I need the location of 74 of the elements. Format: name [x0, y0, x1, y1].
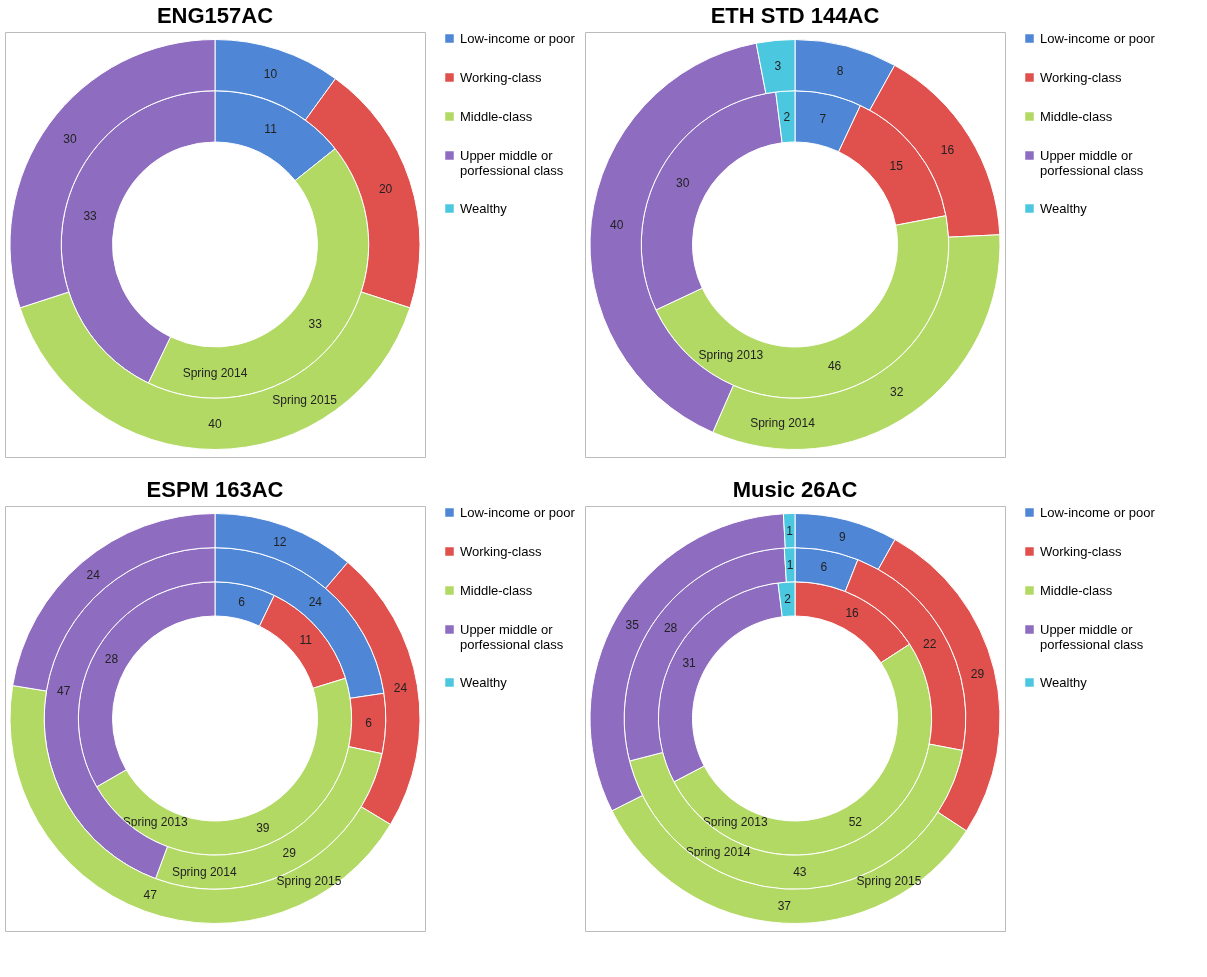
data-label: 16 [845, 606, 860, 621]
chart-title: ENG157AC [156, 3, 274, 28]
data-label: 24 [308, 595, 323, 610]
legend-label: Middle-class [460, 108, 533, 124]
data-label: 15 [889, 158, 904, 173]
chart-title: ETH STD 144AC [710, 3, 880, 28]
legend-label: Wealthy [1040, 674, 1088, 690]
data-label: 16 [940, 142, 955, 157]
data-label: 33 [83, 208, 98, 223]
data-label: 9 [839, 529, 847, 544]
data-label: 3 [774, 58, 782, 73]
data-label: 37 [777, 899, 792, 914]
legend-label: Wealthy [1040, 200, 1088, 216]
slice-label: Spring 2015 [856, 874, 922, 889]
data-label: 7 [819, 112, 827, 127]
data-label: 10 [263, 66, 278, 81]
data-label: 29 [970, 666, 985, 681]
legend-label: Wealthy [460, 200, 508, 216]
slice-label: Spring 2014 [750, 416, 816, 431]
slice-label: Spring 2014 [171, 864, 237, 879]
data-label: 43 [793, 865, 807, 880]
chart-title: ESPM 163AC [146, 477, 284, 502]
data-label: 46 [827, 359, 842, 374]
legend-label: Upper middle or porfessional class [460, 147, 564, 178]
data-label: 47 [56, 684, 71, 699]
data-label: 6 [365, 716, 373, 731]
data-label: 11 [299, 633, 313, 648]
data-label: 24 [393, 681, 408, 696]
legend-label: Upper middle or porfessional class [1040, 147, 1144, 178]
data-label: 1 [786, 557, 794, 572]
slice-label: Spring 2014 [182, 365, 248, 380]
legend-label: Low-income or poor [460, 30, 576, 46]
data-label: 52 [848, 814, 863, 829]
data-label: 22 [923, 637, 937, 652]
data-label: 40 [208, 416, 222, 431]
data-label: 40 [610, 217, 624, 232]
legend-label: Low-income or poor [460, 504, 576, 520]
data-label: 39 [256, 821, 270, 836]
slice-label: Spring 2015 [272, 392, 338, 407]
legend-label: Upper middle or porfessional class [460, 621, 564, 652]
data-label: 33 [308, 317, 323, 332]
data-label: 11 [264, 122, 278, 137]
data-label: 12 [273, 535, 287, 550]
data-label: 24 [86, 568, 101, 583]
data-label: 28 [104, 651, 119, 666]
data-label: 8 [836, 63, 844, 78]
legend-label: Working-class [460, 543, 542, 559]
data-label: 35 [625, 617, 640, 632]
legend-label: Middle-class [460, 582, 533, 598]
legend-label: Upper middle or porfessional class [1040, 621, 1144, 652]
slice-label: Spring 2015 [276, 874, 342, 889]
data-label: 20 [378, 182, 393, 197]
data-label: 30 [676, 175, 690, 190]
data-label: 2 [783, 109, 791, 124]
data-label: 47 [143, 887, 158, 902]
legend-label: Middle-class [1040, 108, 1113, 124]
data-label: 30 [63, 132, 77, 147]
slice-label: Spring 2013 [698, 348, 764, 363]
data-label: 6 [820, 560, 828, 575]
legend-label: Working-class [1040, 543, 1122, 559]
chart-title: Music 26AC [732, 477, 858, 502]
legend-label: Middle-class [1040, 582, 1113, 598]
data-label: 6 [238, 594, 246, 609]
legend-label: Wealthy [460, 674, 508, 690]
data-label: 29 [282, 846, 297, 861]
legend-label: Working-class [460, 69, 542, 85]
data-label: 1 [786, 523, 794, 538]
data-label: 31 [682, 656, 697, 671]
legend-label: Low-income or poor [1040, 30, 1156, 46]
legend-label: Working-class [1040, 69, 1122, 85]
data-label: 32 [890, 385, 904, 400]
legend-label: Low-income or poor [1040, 504, 1156, 520]
data-label: 2 [784, 592, 792, 607]
data-label: 28 [663, 621, 678, 636]
